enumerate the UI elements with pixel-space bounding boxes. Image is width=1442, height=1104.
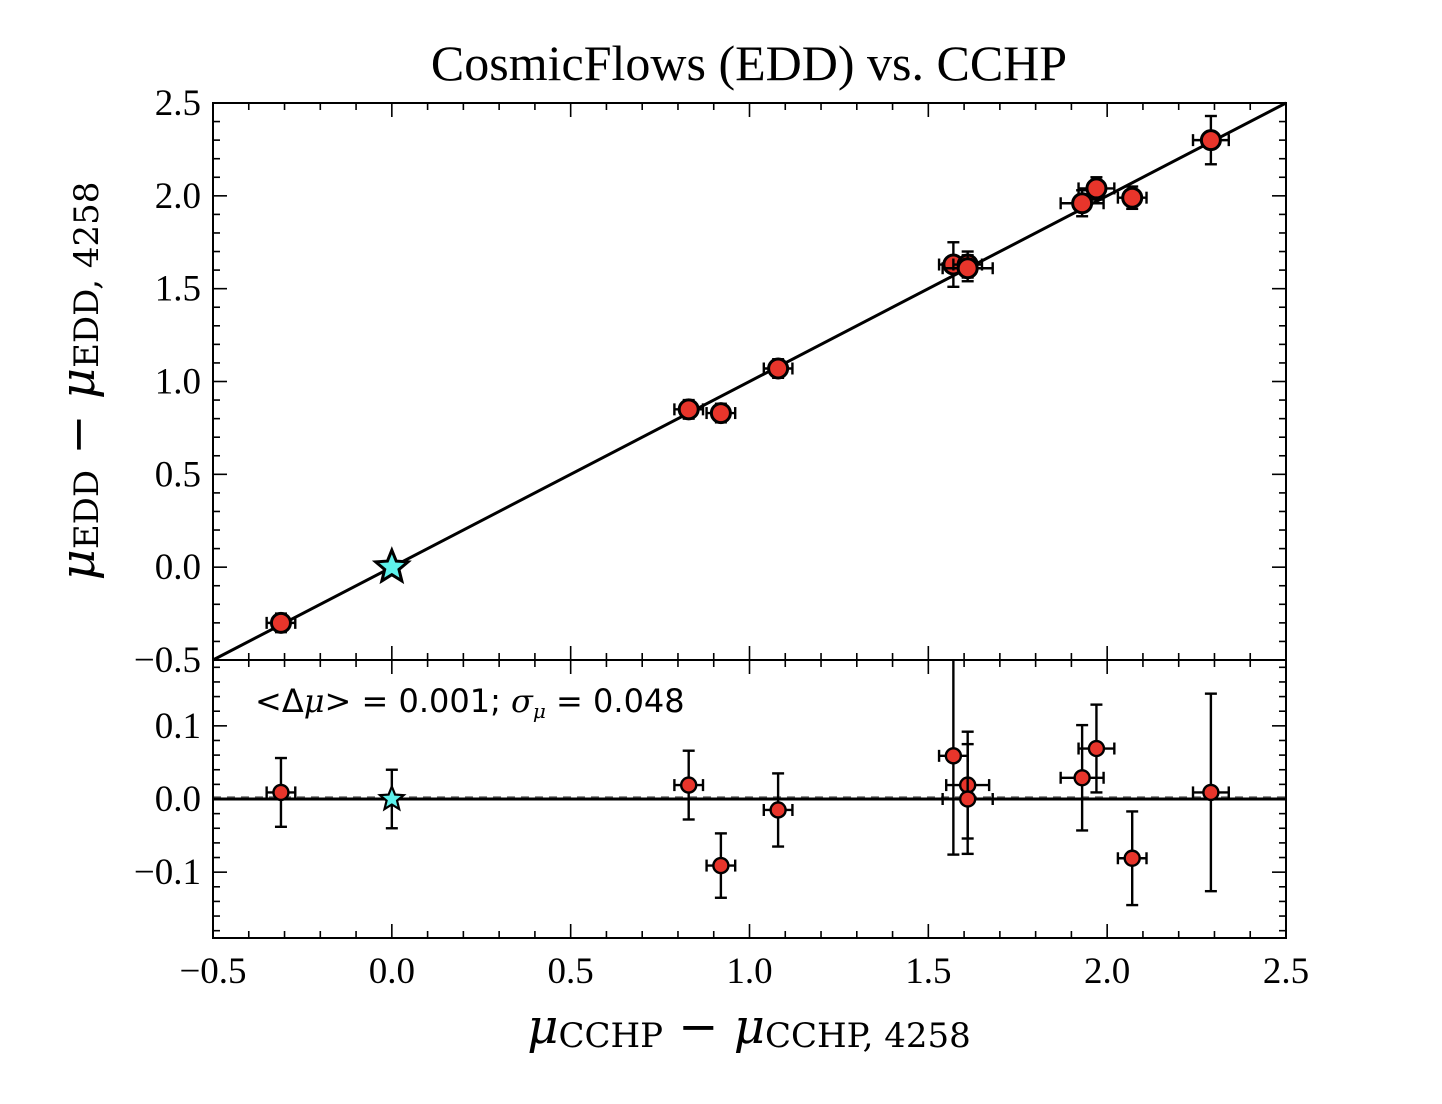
res-data-point <box>272 783 290 802</box>
y-axis-label: μEDD − μEDD, 4258 <box>50 182 107 581</box>
annot-right: = 0.048 <box>546 682 685 720</box>
main-data-point <box>677 398 700 421</box>
x-axis-label: μCCHP − μCCHP, 4258 <box>527 999 971 1056</box>
residual-frame <box>212 659 1287 939</box>
annot-sigma: σ <box>511 682 534 720</box>
main-ytick-label: 2.0 <box>155 176 201 217</box>
main-reference-star <box>371 546 412 585</box>
xtick-label: 0.5 <box>548 951 594 992</box>
main-data-point <box>709 402 732 425</box>
xtick-label: 2.0 <box>1084 951 1130 992</box>
main-data-point <box>767 357 790 380</box>
xtick-label: −0.5 <box>179 951 246 992</box>
main-ytick-label: 0.0 <box>155 547 201 588</box>
residual-panel: −0.1 0.0 0.1 −0.5 0.0 0.5 1.0 1.5 2.0 2.5 <box>134 659 1309 992</box>
y-label-sub2: EDD, 4258 <box>67 182 107 368</box>
main-ytick-label: 0.5 <box>155 454 201 495</box>
main-data-point <box>1071 192 1094 215</box>
main-panel: −0.5 0.0 0.5 1.0 1.5 2.0 2.5 <box>134 83 1287 681</box>
res-ytick-label: −0.1 <box>134 852 201 893</box>
res-data-point <box>944 747 963 765</box>
xtick-label: 1.0 <box>726 951 772 992</box>
annot-left: <Δ <box>255 682 304 720</box>
main-data-point <box>1085 177 1108 200</box>
xtick-label: 2.5 <box>1263 951 1309 992</box>
x-label-mu2: μ <box>734 999 765 1055</box>
res-data-point <box>679 776 698 794</box>
main-data-point <box>269 611 292 634</box>
main-data-point <box>1121 186 1144 209</box>
main-data-point <box>1199 129 1222 152</box>
x-label-sub2: CCHP, 4258 <box>765 1016 971 1056</box>
chart-title: CosmicFlows (EDD) vs. CCHP <box>431 35 1067 91</box>
res-data-point <box>1073 769 1091 787</box>
res-reference-star <box>377 783 407 812</box>
xtick-label: 0.0 <box>369 951 415 992</box>
y-label-minus: − <box>50 399 106 470</box>
res-data-point <box>958 790 977 808</box>
main-ytick-label: 2.5 <box>155 83 201 124</box>
x-label-sub1: CCHP <box>558 1016 663 1056</box>
y-label-mu2: μ <box>50 368 106 399</box>
res-data-point <box>1123 849 1141 867</box>
x-label-minus: − <box>663 999 734 1055</box>
res-ytick-label: 0.0 <box>155 779 201 820</box>
annot-mu: μ <box>304 682 325 720</box>
one-to-one-line <box>212 101 1287 662</box>
x-label-mu: μ <box>527 999 558 1055</box>
main-ytick-label: 1.0 <box>155 362 201 403</box>
xtick-label: 1.5 <box>905 951 951 992</box>
main-data-point <box>956 257 979 280</box>
annot-mid: > = 0.001; <box>325 682 512 720</box>
res-data-point <box>1202 783 1220 802</box>
annot-sub: μ <box>533 699 546 723</box>
res-data-point <box>769 801 787 819</box>
main-ytick-label: 1.5 <box>155 269 201 310</box>
res-data-point <box>712 856 730 875</box>
res-ytick-label: 0.1 <box>155 706 201 747</box>
y-label-mu: μ <box>50 549 106 580</box>
residual-annotation: <Δμ> = 0.001; σμ = 0.048 <box>255 682 685 723</box>
res-data-point <box>1087 739 1106 758</box>
main-ytick-label: −0.5 <box>134 640 201 681</box>
y-label-sub1: EDD <box>67 470 107 549</box>
